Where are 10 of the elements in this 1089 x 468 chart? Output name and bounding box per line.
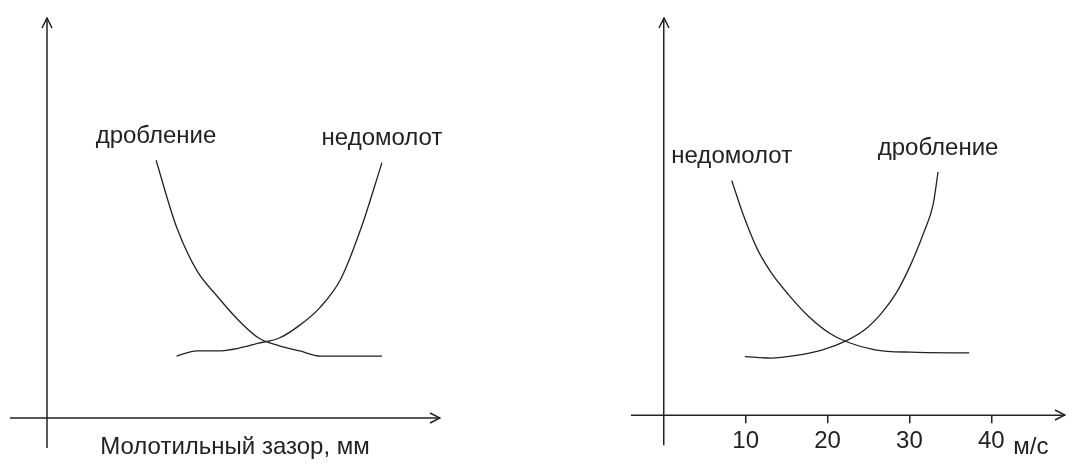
series-label: дробление: [877, 132, 999, 160]
x-tick-label: 20: [814, 426, 841, 454]
x-tick-label: 10: [732, 426, 759, 454]
x-axis-title: Молотильный зазор, мм: [100, 432, 370, 459]
series-label: недомолот: [671, 141, 793, 169]
series-label: недомолот: [321, 123, 443, 151]
x-tick-label: 40: [977, 426, 1005, 454]
x-axis-title: м/с: [1013, 432, 1049, 459]
series-label: дробление: [95, 120, 217, 148]
x-tick-label: 30: [896, 426, 923, 454]
